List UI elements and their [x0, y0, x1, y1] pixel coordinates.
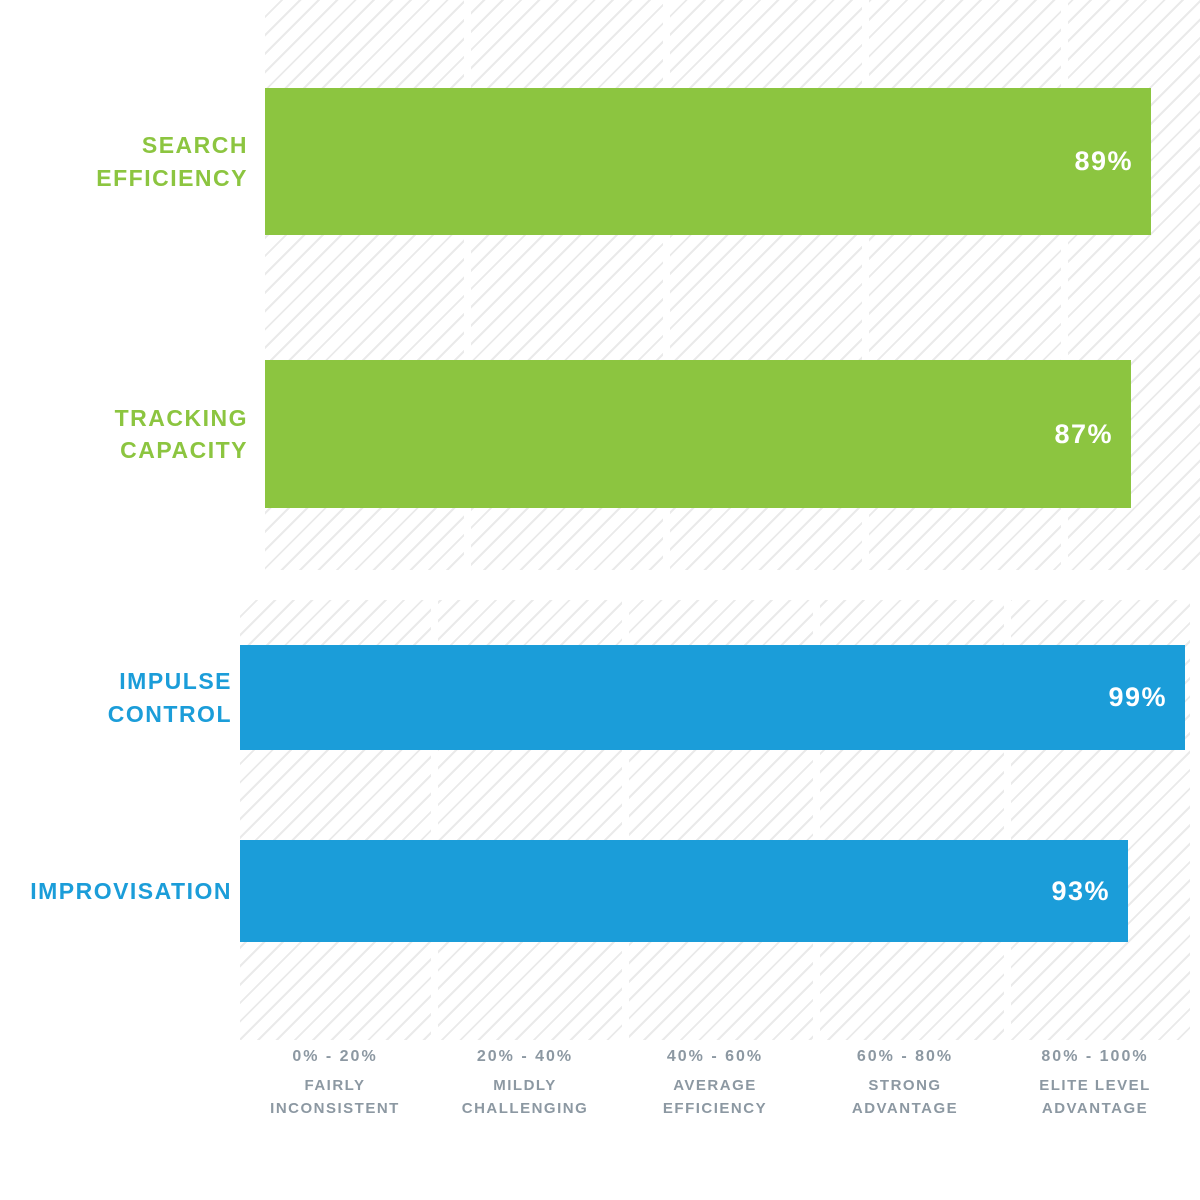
tick-desc-line: ADVANTAGE: [851, 1099, 959, 1117]
tick-desc-line: EFFICIENCY: [662, 1099, 768, 1117]
bar-tracking-capacity: 87%: [265, 360, 1131, 508]
tick-description: ELITE LEVEL ADVANTAGE: [1006, 1075, 1184, 1120]
tick-range-label: 60% - 80%: [856, 1048, 954, 1065]
tick-desc-line: CHALLENGING: [461, 1099, 589, 1117]
row-label-line: CONTROL: [107, 700, 232, 727]
tick-desc-line: MILDLY: [493, 1077, 557, 1094]
bar-value-label: 93%: [1051, 875, 1110, 906]
tick-description: AVERAGE EFFICIENCY: [626, 1075, 804, 1120]
row-label-impulse-control: IMPULSE CONTROL: [0, 645, 232, 750]
row-label-line: IMPULSE: [119, 668, 232, 695]
tick-desc-line: INCONSISTENT: [270, 1099, 400, 1117]
tick-desc-line: ELITE LEVEL: [1039, 1077, 1151, 1094]
row-label-tracking-capacity: TRACKING CAPACITY: [0, 360, 248, 508]
bar-value-label: 87%: [1054, 418, 1113, 449]
gridline: [464, 0, 471, 570]
x-axis-tick-60-80: 60% - 80% STRONG ADVANTAGE: [810, 1048, 1000, 1120]
bar-impulse-control: 99%: [240, 645, 1185, 750]
gridline: [622, 600, 629, 1040]
row-label-line: EFFICIENCY: [96, 164, 248, 191]
row-label-line: IMPROVISATION: [30, 877, 232, 904]
gridline: [663, 0, 670, 570]
tick-desc-line: FAIRLY: [304, 1077, 366, 1094]
tick-desc-line: STRONG: [868, 1077, 942, 1094]
tick-description: MILDLY CHALLENGING: [436, 1075, 614, 1120]
gridline: [1004, 600, 1011, 1040]
bar-value-label: 89%: [1074, 146, 1133, 176]
gridline: [862, 0, 869, 570]
tick-desc-line: AVERAGE: [673, 1077, 757, 1094]
row-label-improvisation: IMPROVISATION: [0, 840, 232, 942]
x-axis-tick-0-20: 0% - 20% FAIRLY INCONSISTENT: [240, 1048, 430, 1120]
tick-range-label: 0% - 20%: [292, 1048, 378, 1065]
row-label-line: SEARCH: [141, 132, 248, 159]
x-axis-tick-20-40: 20% - 40% MILDLY CHALLENGING: [430, 1048, 620, 1120]
x-axis-tick-80-100: 80% - 100% ELITE LEVEL ADVANTAGE: [1000, 1048, 1190, 1120]
bar-search-efficiency: 89%: [265, 88, 1151, 235]
tick-description: STRONG ADVANTAGE: [816, 1075, 994, 1120]
row-label-line: TRACKING: [114, 404, 248, 431]
x-axis: 0% - 20% FAIRLY INCONSISTENT 20% - 40% M…: [240, 1048, 1190, 1120]
gridline: [1061, 0, 1068, 570]
bar-improvisation: 93%: [240, 840, 1128, 942]
gridline: [813, 600, 820, 1040]
x-axis-tick-40-60: 40% - 60% AVERAGE EFFICIENCY: [620, 1048, 810, 1120]
gridline: [431, 600, 438, 1040]
tick-range-label: 80% - 100%: [1041, 1048, 1149, 1065]
tick-range-label: 40% - 60%: [666, 1048, 764, 1065]
tick-range-label: 20% - 40%: [476, 1048, 574, 1065]
tick-desc-line: ADVANTAGE: [1041, 1099, 1149, 1117]
tick-description: FAIRLY INCONSISTENT: [246, 1075, 424, 1120]
row-label-line: CAPACITY: [120, 437, 248, 463]
bar-value-label: 99%: [1108, 682, 1167, 712]
row-label-search-efficiency: SEARCH EFFICIENCY: [0, 88, 248, 235]
